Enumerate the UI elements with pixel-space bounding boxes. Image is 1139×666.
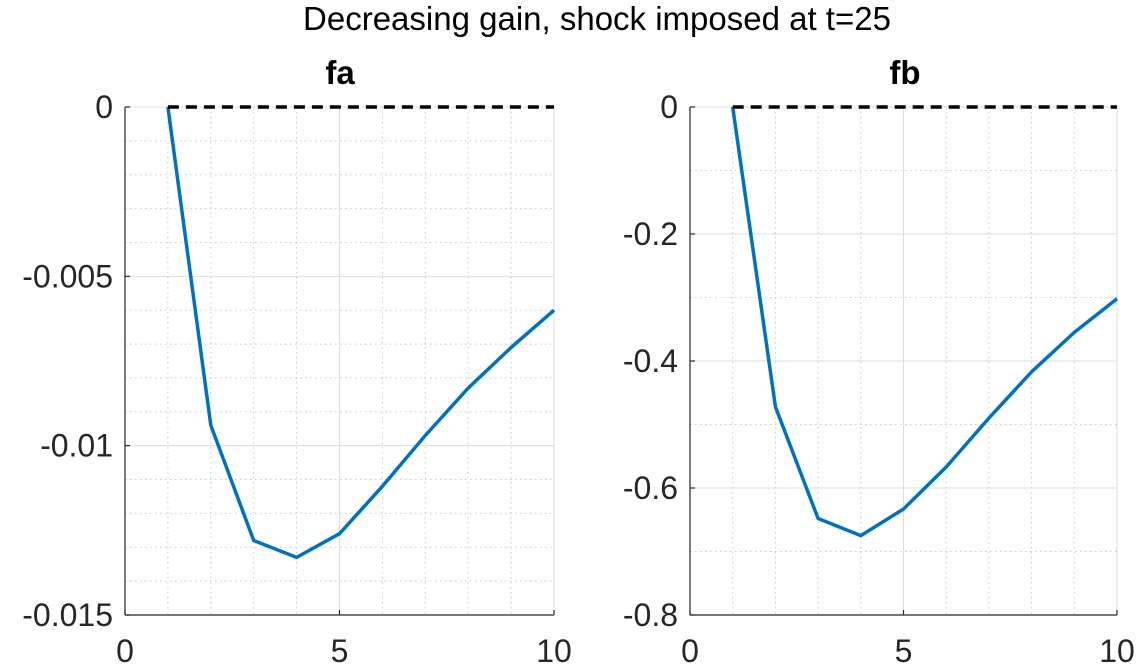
x-tick-label: 5 [895, 633, 913, 666]
chart-panel-fb: fb 0 5 10 0 -0.2 -0.4 -0.6 -0.8 [623, 54, 1135, 666]
x-tick-label: 5 [331, 633, 349, 666]
y-tick-label: -0.6 [623, 470, 678, 506]
chart-panel-fa: fa 0 5 10 0 -0.005 -0.01 -0.015 [22, 54, 572, 666]
panel-title-fb: fb [889, 54, 920, 91]
y-tick-label: 0 [95, 89, 113, 125]
x-tick-label: 0 [681, 633, 699, 666]
series-line-fb [730, 106, 1119, 538]
series-line-fa [166, 106, 556, 560]
y-tick-label: -0.005 [22, 258, 113, 294]
y-tick-label: -0.4 [623, 343, 678, 379]
y-tick-label: -0.2 [623, 216, 678, 252]
y-tick-label: -0.01 [40, 428, 113, 464]
y-tick-label: 0 [660, 89, 678, 125]
x-tick-label: 10 [1099, 633, 1135, 666]
x-tick-label: 10 [536, 633, 572, 666]
y-tick-label: -0.8 [623, 597, 678, 633]
figure-title: Decreasing gain, shock imposed at t=25 [303, 0, 891, 37]
panel-title-fa: fa [325, 54, 355, 91]
x-tick-label: 0 [116, 633, 134, 666]
y-tick-label: -0.015 [22, 597, 113, 633]
